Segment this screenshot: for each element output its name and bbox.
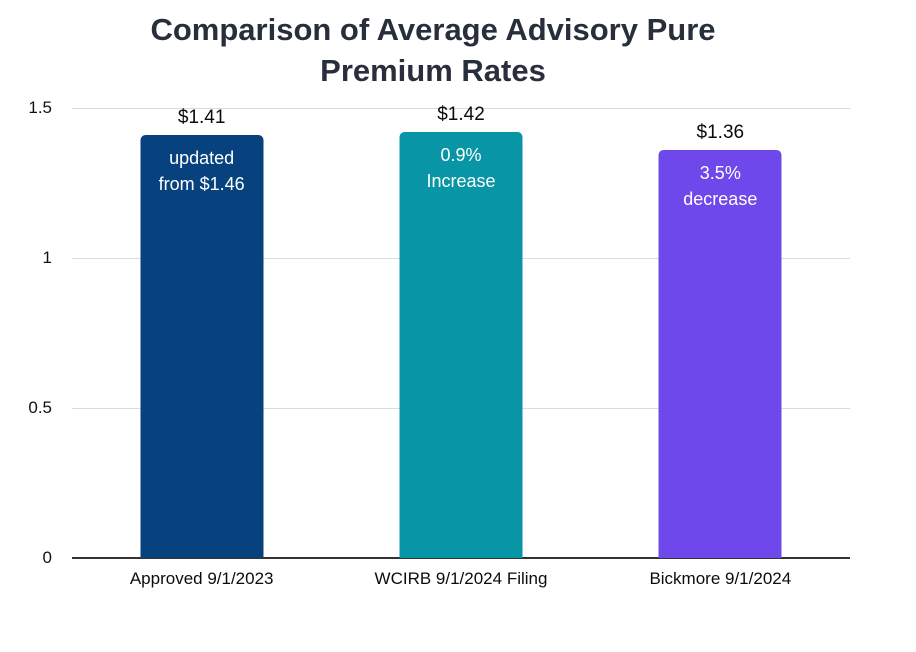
bar-group: $1.41 updated from $1.46 — [72, 107, 331, 558]
bar-value-label: $1.42 — [437, 104, 485, 125]
bar: 3.5% decrease — [658, 150, 782, 558]
x-category-label: Approved 9/1/2023 — [129, 569, 274, 588]
y-gridline — [72, 108, 850, 109]
x-axis-labels: Approved 9/1/2023 WCIRB 9/1/2024 Filing … — [72, 568, 850, 592]
y-tick-label: 1.5 — [28, 98, 52, 117]
bar-group: $1.36 3.5% decrease — [591, 108, 850, 558]
bar-annotation-line-1: updated — [169, 148, 235, 168]
y-tick-label: 1 — [42, 248, 52, 267]
bar-value-label: $1.36 — [696, 122, 745, 143]
bar-group: $1.42 0.9% Increase — [331, 104, 590, 558]
y-tick-label: 0.5 — [28, 398, 52, 417]
bar-annotation-line-2: from $1.46 — [158, 174, 245, 194]
bar-annotation-line-1: 3.5% — [699, 163, 741, 183]
x-axis-line — [72, 557, 850, 559]
bar-annotation-line-2: Increase — [426, 171, 496, 191]
x-category-label: Bickmore 9/1/2024 — [649, 569, 792, 588]
chart-title-line-1: Comparison of Average Advisory Pure — [150, 12, 716, 47]
x-category-label: WCIRB 9/1/2024 Filing — [374, 569, 548, 588]
bar-annotation-line-1: 0.9% — [440, 145, 482, 165]
chart-title: Comparison of Average Advisory Pure Prem… — [0, 9, 866, 91]
bar-annotation-line-2: decrease — [683, 189, 758, 209]
bar: 0.9% Increase — [399, 132, 523, 558]
bar-annotation: 0.9% Increase — [399, 132, 522, 194]
plot-area: $1.41 updated from $1.46 $1.42 0.9% Incr… — [72, 104, 850, 559]
bar: updated from $1.46 — [140, 135, 264, 558]
bar-annotation: 3.5% decrease — [659, 150, 782, 212]
bar-value-label: $1.41 — [177, 107, 226, 128]
y-tick-label: 0 — [42, 548, 52, 567]
chart-title-line-2: Premium Rates — [320, 53, 546, 88]
bar-annotation: updated from $1.46 — [140, 135, 263, 197]
